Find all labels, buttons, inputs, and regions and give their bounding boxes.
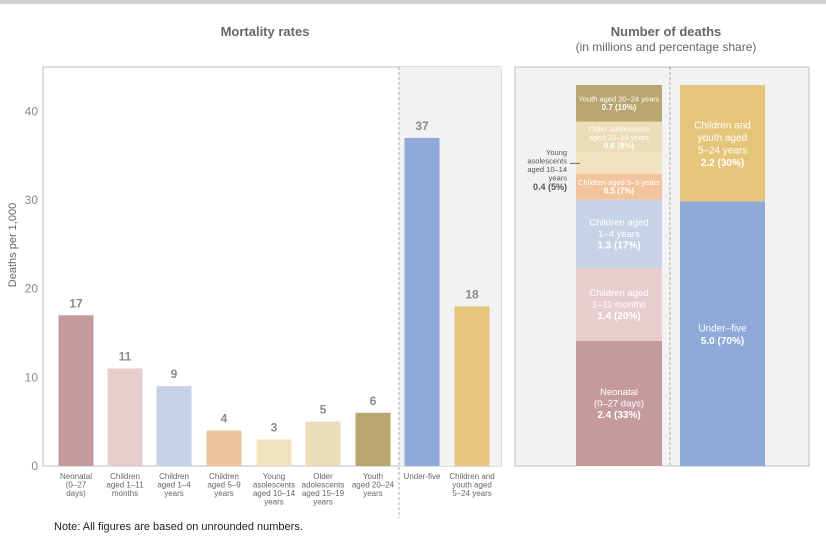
deaths-stack-segment (576, 85, 662, 122)
rates-category-label: youth aged (452, 481, 492, 490)
rates-y-tick-label: 30 (25, 193, 39, 207)
deaths-segment-label: Children and (694, 120, 751, 131)
rates-bar-value-label: 37 (415, 119, 429, 133)
deaths-stack-segment (576, 152, 662, 174)
rates-category-label: adolescents (302, 481, 345, 490)
deaths-stack-segment (576, 267, 662, 341)
rates-category-label: Older (313, 472, 333, 481)
deaths-segment-label: aged 15–19 years (589, 133, 649, 142)
rates-category-label: aged 5–9 (207, 481, 241, 490)
rates-y-tick-label: 40 (25, 104, 39, 118)
deaths-segment-value: 5.0 (70%) (701, 336, 744, 347)
rates-bar (454, 306, 490, 466)
deaths-segment-label: 5–24 years (698, 145, 747, 156)
callout-label: Young (546, 148, 567, 157)
rates-category-label: 5–24 years (452, 489, 492, 498)
deaths-segment-label: Children aged 5–9 years (578, 178, 660, 187)
rates-category-label: years (363, 489, 383, 498)
rates-y-tick-label: 20 (25, 282, 39, 296)
rates-category-label: asolescents (253, 481, 295, 490)
rates-category-label: Children (209, 472, 239, 481)
callout-value: 0.4 (5%) (533, 182, 567, 192)
deaths-segment-label: 1–11 months (592, 300, 646, 311)
rates-category-label: years (313, 498, 333, 507)
deaths-segment-value: 0.5 (7%) (604, 187, 635, 196)
deaths-segment-value: 2.4 (33%) (597, 410, 640, 421)
callout-label: asolescents (527, 157, 567, 166)
deaths-segment-label: youth aged (698, 133, 748, 144)
deaths-chart-title: Number of deaths (611, 24, 722, 39)
rates-category-label: days) (66, 489, 86, 498)
deaths-stack-segment (680, 201, 765, 466)
deaths-segment-label: Youth aged 20–24 years (578, 95, 659, 104)
rates-bar-value-label: 3 (271, 420, 278, 434)
deaths-segment-label: Neonatal (600, 387, 638, 398)
rates-category-label: aged 1–11 (106, 481, 144, 490)
deaths-segment-label: Children aged (589, 218, 648, 229)
deaths-stack-segment (680, 85, 765, 202)
rates-category-label: Youth (363, 472, 383, 481)
rates-y-axis-label: Deaths per 1,000 (7, 203, 19, 287)
rates-category-label: Children (110, 472, 140, 481)
deaths-segment-value: 0.7 (10%) (602, 103, 637, 112)
rates-category-label: aged 20–24 (352, 481, 395, 490)
rates-category-label: Children and (449, 472, 494, 481)
callout-label: years (549, 174, 568, 183)
deaths-segment-label: Older adolescents (589, 124, 650, 133)
rates-category-label: Young (263, 472, 285, 481)
rates-category-label: aged 1–4 (157, 481, 191, 490)
rates-bar (58, 315, 94, 466)
rates-bar-value-label: 4 (221, 412, 228, 426)
deaths-segment-label: 1–4 years (598, 229, 640, 240)
deaths-stack-segment (576, 121, 662, 153)
rates-bar (305, 421, 341, 466)
rates-chart-title: Mortality rates (221, 24, 310, 39)
rates-category-label: Children (159, 472, 189, 481)
rates-bar (156, 386, 192, 466)
deaths-segment-label: Under–five (698, 323, 747, 334)
deaths-segment-label: (0–27 days) (594, 399, 644, 410)
rates-bar-value-label: 5 (320, 403, 327, 417)
rates-bar-value-label: 9 (171, 367, 178, 381)
rates-bar-value-label: 18 (465, 287, 479, 301)
deaths-segment-label: Children aged (589, 288, 648, 299)
top-rule (0, 0, 826, 4)
deaths-stack-segment (576, 199, 662, 268)
rates-bar (256, 439, 292, 466)
deaths-segment-value: 2.2 (30%) (701, 158, 744, 169)
deaths-segment-value: 1.4 (20%) (597, 311, 640, 322)
deaths-stack-segment (576, 340, 662, 466)
callout-label: aged 10–14 (527, 165, 567, 174)
rates-category-label: Under-five (404, 472, 441, 481)
rates-bar (107, 368, 143, 466)
deaths-segment-value: 1.3 (17%) (597, 241, 640, 252)
rates-category-label: years (164, 489, 184, 498)
rates-category-label: months (112, 489, 138, 498)
deaths-stack-segment (576, 173, 662, 200)
deaths-segment-value: 0.6 (8%) (604, 141, 635, 150)
rates-category-label: (0–27 (66, 481, 87, 490)
rates-bar-value-label: 6 (370, 394, 377, 408)
footnote: Note: All figures are based on unrounded… (54, 521, 303, 533)
rates-category-label: years (214, 489, 234, 498)
deaths-chart-subtitle: (in millions and percentage share) (576, 40, 757, 54)
rates-category-label: aged 10–14 (253, 489, 296, 498)
rates-category-label: Neonatal (60, 472, 92, 481)
rates-category-label: years (264, 498, 284, 507)
rates-bar (206, 430, 242, 466)
rates-bar (355, 412, 391, 466)
rates-y-tick-label: 10 (25, 370, 39, 384)
rates-bar (404, 137, 440, 466)
rates-bar-value-label: 11 (119, 349, 132, 363)
rates-y-tick-label: 0 (31, 459, 38, 473)
rates-bar-value-label: 17 (69, 296, 83, 310)
rates-category-label: aged 15–19 (302, 489, 345, 498)
